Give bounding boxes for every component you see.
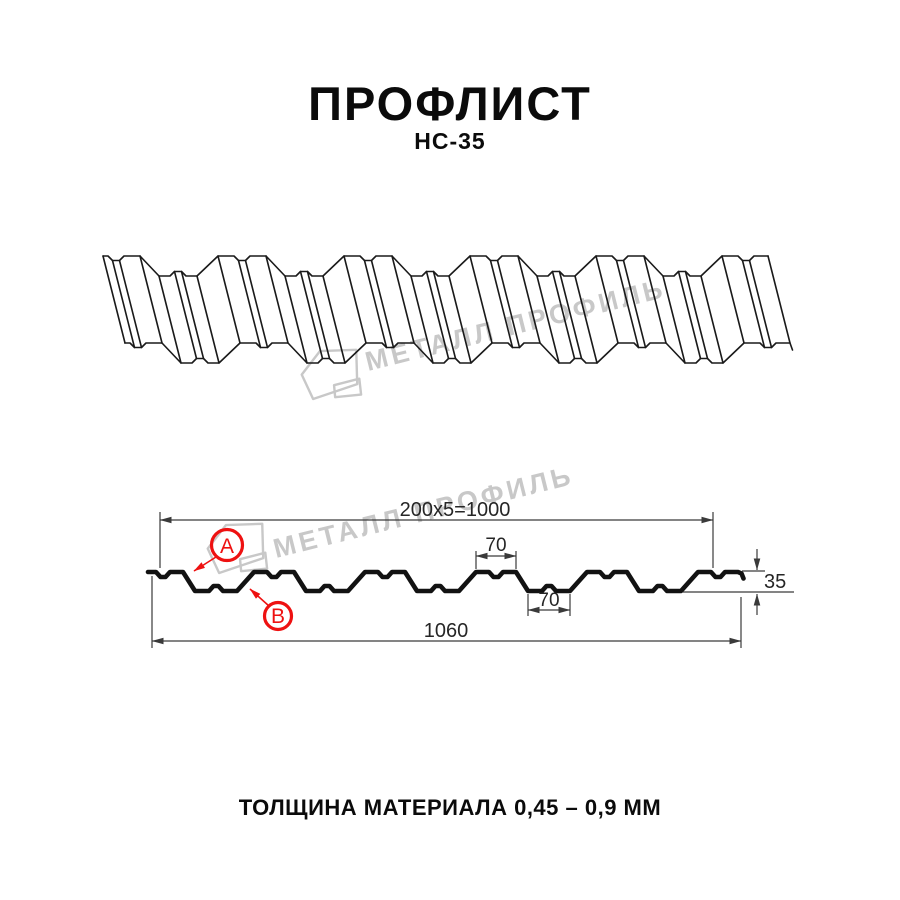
marker-b-label: В [271,605,285,628]
dimension-lines [151,512,794,648]
brand-watermark-bottom: МЕТАЛЛ ПРОФИЛЬ [206,460,577,575]
dim-height-label: 35 [764,571,786,593]
dim-working-width-label: 200x5=1000 [400,499,511,521]
profile-cross-section [145,569,746,594]
brand-watermark-text: МЕТАЛЛ ПРОФИЛЬ [362,273,668,377]
marker-a-label: А [220,535,234,558]
profile-3d-view [102,255,794,364]
dim-full-width-label: 1060 [424,620,469,642]
material-thickness-note: ТОЛЩИНА МАТЕРИАЛА 0,45 – 0,9 ММ [238,795,662,820]
dim-top-flange-label: 70 [485,535,506,556]
profile-model-label: НС-35 [414,128,486,154]
marker-a-circle [209,527,245,563]
side-markers: А В [193,527,294,632]
metall-profil-logo-icon [206,522,269,575]
page-title: ПРОФЛИСТ [308,77,592,130]
metall-profil-logo-icon [300,348,363,401]
dim-bottom-flange-label: 70 [538,590,559,611]
marker-b-circle [262,600,294,632]
